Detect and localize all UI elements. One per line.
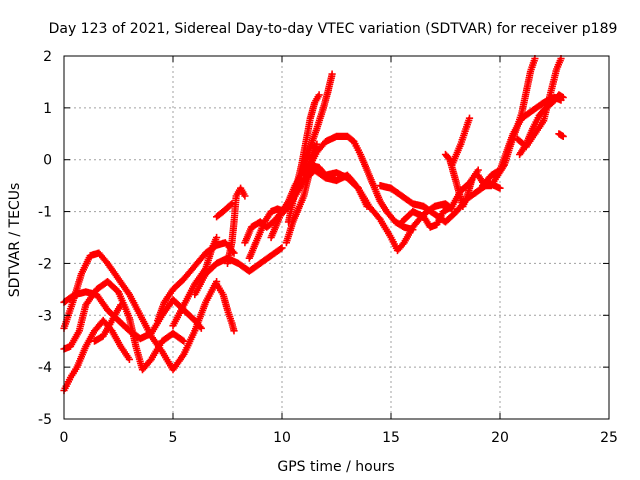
y-tick-label: 2 [43,49,52,65]
x-axis-label: GPS time / hours [277,459,394,475]
y-tick-label: 0 [43,153,52,169]
y-tick-label: -1 [38,205,52,221]
y-tick-label: -3 [38,308,52,324]
y-tick-label: 1 [43,101,52,117]
x-tick-label: 0 [60,430,69,446]
series-track-7 [169,233,221,330]
y-tick-label: -5 [38,412,52,428]
x-tick-label: 15 [382,430,400,446]
x-tick-label: 10 [273,430,291,446]
data-marker-group [300,132,417,234]
series-track-22 [441,150,476,210]
data-marker-group [300,70,336,174]
data-marker-group [448,114,474,169]
series-track-24 [474,55,539,190]
series-track-17 [300,70,336,174]
data-marker-group [555,130,567,140]
y-tick-label: -2 [38,256,52,272]
series-track-9 [213,280,238,335]
series-track-10 [223,184,249,267]
data-marker-group [284,91,323,226]
data-marker-group [90,301,125,345]
data-points [60,55,567,395]
data-marker-group [223,184,249,267]
chart-title: Day 123 of 2021, Sidereal Day-to-day VTE… [49,21,618,37]
plot-frame [63,55,610,420]
x-tick-label: 20 [491,430,509,446]
series-track-4 [60,316,133,395]
data-marker-group [213,280,238,335]
axis-ticks: 0 5 10 15 20 25 -5 -4 -3 -2 -1 0 1 2 [38,49,618,446]
x-tick-label: 25 [600,430,618,446]
series-track-28 [555,130,567,140]
y-axis-label: SDTVAR / TECUs [7,183,23,298]
series-track-23 [448,114,474,169]
series-track-16 [284,91,323,226]
series-track-27 [516,91,567,159]
data-marker-group [213,200,236,221]
series-track-11 [213,200,236,221]
grid-lines [64,56,609,419]
data-marker-group [169,233,221,330]
x-tick-label: 5 [169,430,178,446]
data-marker-group [474,55,539,190]
series-track-18 [300,132,417,234]
series-track-8 [191,244,286,299]
data-marker-group [60,316,133,395]
data-marker-group [191,244,286,299]
data-marker-group [516,91,567,159]
y-tick-label: -4 [38,360,52,376]
series-track-5 [90,301,125,345]
data-marker-group [441,150,476,210]
